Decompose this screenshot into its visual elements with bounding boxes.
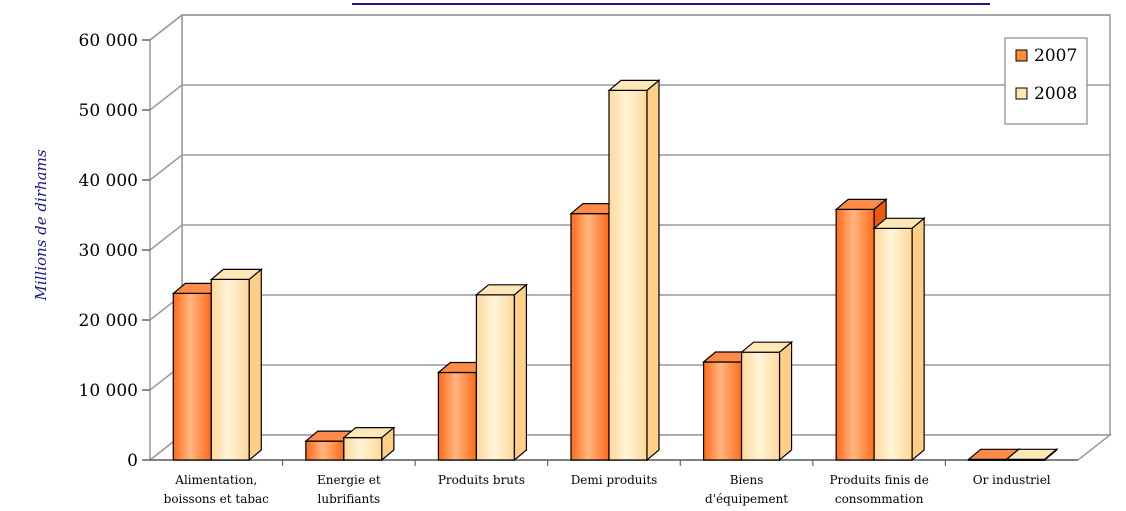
bar-2008-5 — [872, 217, 926, 462]
legend-swatch-2008 — [1015, 87, 1028, 100]
y-axis-label: Millions de dirhams — [32, 149, 50, 301]
bar-2008-2 — [474, 283, 529, 462]
y-tick-label: 10 000 — [79, 381, 138, 401]
x-tick-label-5: Produits finis de consommation — [829, 473, 928, 506]
legend: 2007 2008 — [1004, 37, 1088, 125]
bars — [171, 79, 1059, 462]
bar-2008-3 — [607, 79, 661, 462]
gridline-side — [149, 154, 183, 181]
y-tick-label: 0 — [127, 451, 138, 471]
bar-2008-4 — [739, 340, 794, 462]
gridline-side — [149, 14, 183, 41]
y-tick-label: 60 000 — [79, 31, 138, 51]
bar-2008-0 — [209, 268, 263, 462]
y-tick-label: 40 000 — [79, 171, 138, 191]
x-tick-label-2: Produits bruts — [438, 473, 525, 487]
bar-2008-1 — [342, 426, 396, 462]
x-tick-label-1: Energie et lubrifiants — [317, 473, 381, 506]
y-tick-label: 30 000 — [79, 241, 138, 261]
x-tick-label-6: Or industriel — [973, 473, 1051, 487]
gridline-side — [149, 224, 183, 251]
legend-label-2008: 2008 — [1034, 84, 1077, 104]
x-axis-labels: Alimentation, boissons et tabac Energie et… — [164, 473, 1051, 506]
x-tick-label-0: Alimentation, boissons et tabac — [164, 473, 270, 506]
bar-2008-6 — [1005, 448, 1059, 462]
x-tick-label-3: Demi produits — [571, 473, 658, 487]
legend-label-2007: 2007 — [1034, 46, 1077, 66]
y-tick-label: 20 000 — [79, 311, 138, 331]
gridline-side — [149, 84, 183, 111]
x-tick-label-4: Biens d'équipement — [705, 473, 788, 506]
y-tick-label: 50 000 — [79, 101, 138, 121]
legend-swatch-2007 — [1015, 49, 1028, 62]
